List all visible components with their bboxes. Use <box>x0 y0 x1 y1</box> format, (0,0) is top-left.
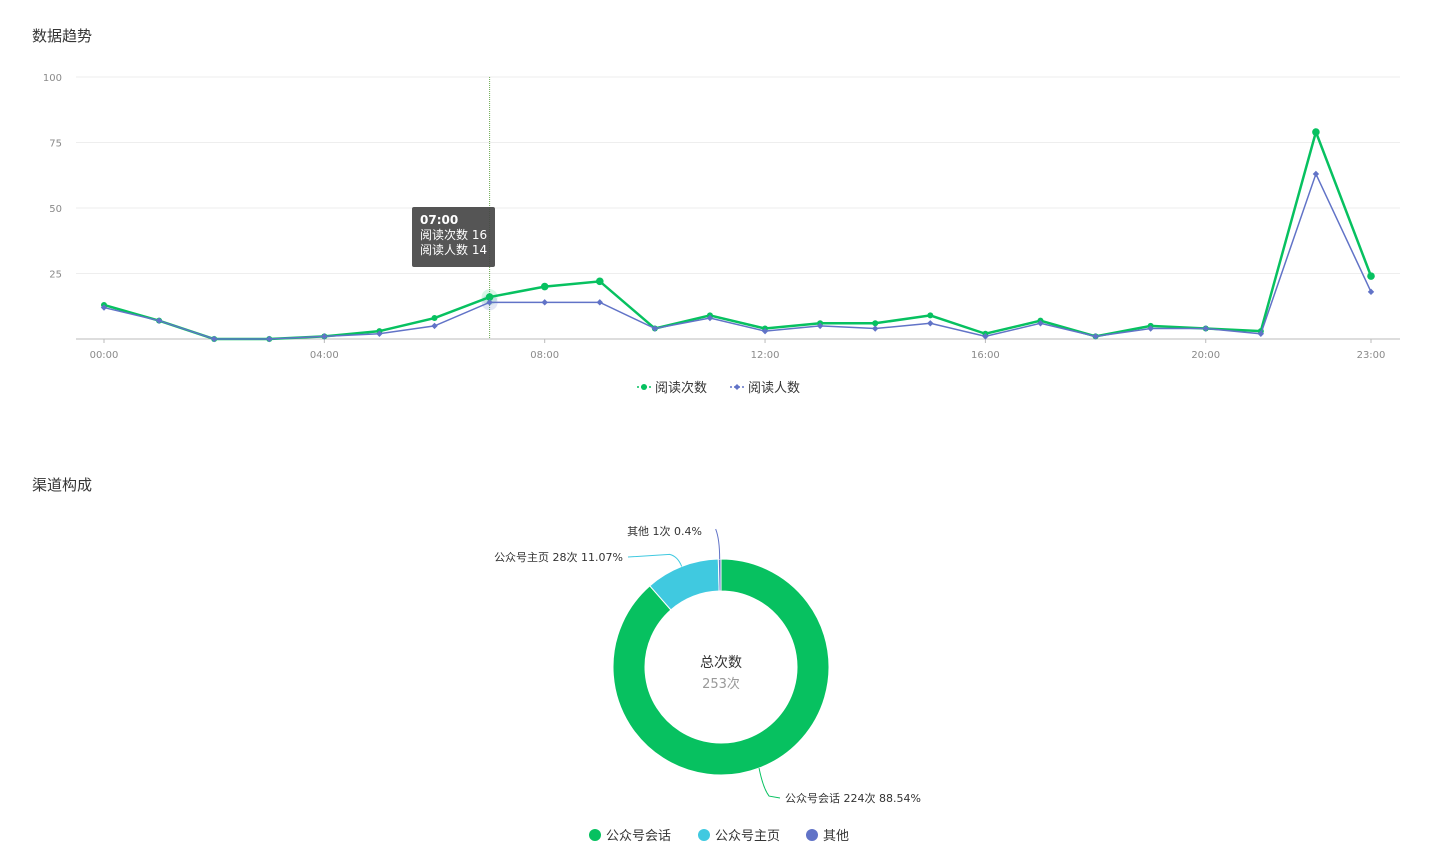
series-line-reads <box>103 128 1373 341</box>
data-point-readers <box>927 320 934 327</box>
data-point-reads <box>927 312 934 319</box>
x-tick-label: 12:00 <box>751 350 780 361</box>
y-tick-label: 25 <box>49 270 62 281</box>
data-point-readers <box>541 299 548 306</box>
data-point-reads <box>431 315 438 322</box>
donut-center-label: 总次数 <box>700 655 742 671</box>
data-point-readers <box>1037 320 1044 327</box>
data-point-readers <box>761 327 769 335</box>
y-tick-label: 100 <box>43 73 62 84</box>
data-point-readers <box>486 299 493 306</box>
data-point-readers <box>596 299 603 306</box>
data-point-reads <box>485 293 494 301</box>
legend-label: 公众号会话 <box>606 829 671 844</box>
data-point-reads <box>1312 128 1320 136</box>
label-leader-line <box>627 553 683 567</box>
legend-marker <box>698 829 710 841</box>
tooltip-time: 07:00 <box>420 213 459 227</box>
label-leader-line <box>715 528 721 560</box>
donut-slice <box>612 558 830 776</box>
legend-label: 公众号主页 <box>715 829 780 844</box>
data-point-readers <box>706 314 714 322</box>
donut-slice <box>717 558 722 592</box>
series-line-readers <box>103 171 1372 340</box>
data-point-readers <box>1312 170 1320 178</box>
data-point-reads <box>1367 272 1375 280</box>
data-point-reads <box>595 277 604 286</box>
data-point-readers <box>1092 333 1099 340</box>
donut-center-value: 253次 <box>702 676 740 692</box>
donut-slice <box>649 558 720 611</box>
y-tick-label: 50 <box>49 204 62 215</box>
data-point-readers <box>155 317 163 324</box>
data-point-readers <box>1257 330 1265 337</box>
x-tick-label: 16:00 <box>971 350 1000 361</box>
x-tick-label: 04:00 <box>310 350 339 361</box>
chart-tooltip: 07:00 阅读次数 16 阅读人数 14 <box>412 207 495 267</box>
data-point-readers <box>321 333 328 340</box>
y-tick-label: 75 <box>49 139 62 150</box>
data-point-readers <box>210 335 218 343</box>
data-point-readers <box>100 304 108 311</box>
slice-label: 其他 1次 0.4% <box>627 524 702 538</box>
tooltip-line-readers: 阅读人数 14 <box>420 243 488 257</box>
data-point-readers <box>816 322 824 330</box>
x-tick-label: 23:00 <box>1357 350 1386 361</box>
legend-label: 其他 <box>823 829 849 844</box>
channel-section-title: 渠道构成 <box>32 476 93 494</box>
slice-label: 公众号会话 224次 88.54% <box>785 791 921 805</box>
data-point-reads <box>872 320 879 327</box>
x-tick-label: 00:00 <box>90 350 119 361</box>
label-leader-line <box>758 767 781 799</box>
line-chart[interactable]: 100 75 50 25 00:00 04:00 08:00 12:00 16:00 20:00 2… <box>0 0 1435 420</box>
slice-label: 公众号主页 28次 11.07% <box>494 550 623 564</box>
legend-marker <box>734 384 740 390</box>
data-point-readers <box>872 325 879 332</box>
data-point-readers <box>1367 288 1375 296</box>
data-point-reads <box>540 282 549 291</box>
data-point-readers <box>1147 325 1154 332</box>
legend-marker <box>589 829 601 841</box>
data-point-readers <box>376 330 383 337</box>
data-point-readers <box>651 325 659 332</box>
data-point-readers <box>1202 325 1209 332</box>
x-tick-label: 20:00 <box>1191 350 1220 361</box>
x-tick-label: 08:00 <box>530 350 559 361</box>
data-point-readers <box>982 333 989 340</box>
trend-section-title: 数据趋势 <box>32 27 93 45</box>
tooltip-line-reads: 阅读次数 16 <box>420 228 488 242</box>
legend-marker <box>641 384 647 390</box>
legend-label: 阅读次数 <box>655 380 707 396</box>
legend-label: 阅读人数 <box>748 381 800 396</box>
data-point-readers <box>266 335 273 343</box>
legend-marker <box>806 829 818 841</box>
data-point-readers <box>431 322 438 330</box>
